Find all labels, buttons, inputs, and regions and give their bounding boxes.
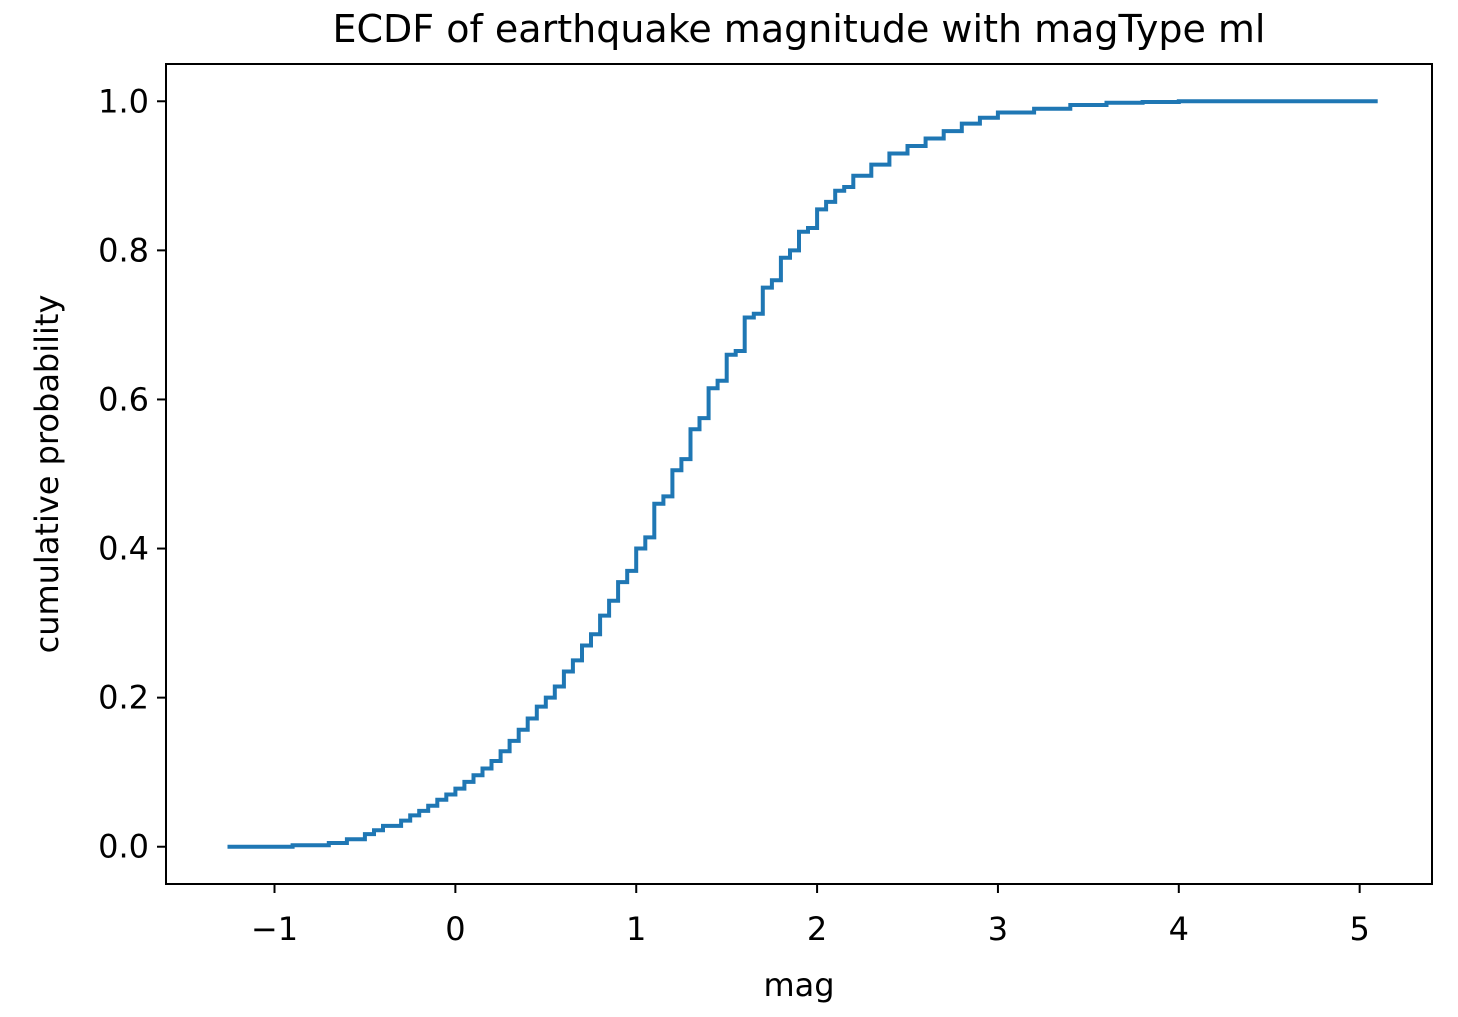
- ecdf-series: [227, 99, 1378, 849]
- x-tick-label: 3: [988, 910, 1008, 948]
- x-axis: −1 0 1 2 3 4 5: [251, 884, 1370, 948]
- x-tick-label: 1: [626, 910, 646, 948]
- axes-frame: [165, 63, 1433, 885]
- x-tick-label: 0: [445, 910, 465, 948]
- x-axis-label: mag: [763, 966, 834, 1004]
- y-axis: 0.0 0.2 0.4 0.6 0.8 1.0: [98, 82, 166, 866]
- y-tick-label: 0.0: [98, 828, 149, 866]
- y-tick-label: 0.6: [98, 380, 149, 418]
- y-tick-label: 1.0: [98, 82, 149, 120]
- x-tick-label: −1: [251, 910, 298, 948]
- ecdf-line: [227, 99, 1378, 849]
- x-tick-label: 5: [1349, 910, 1369, 948]
- x-tick-label: 4: [1169, 910, 1189, 948]
- chart-title: ECDF of earthquake magnitude with magTyp…: [332, 7, 1265, 51]
- plot-area: [165, 63, 1433, 885]
- x-tick-label: 2: [807, 910, 827, 948]
- y-tick-label: 0.4: [98, 530, 149, 568]
- y-tick-label: 0.8: [98, 231, 149, 269]
- y-tick-label: 0.2: [98, 679, 149, 717]
- y-axis-label: cumulative probability: [28, 295, 66, 654]
